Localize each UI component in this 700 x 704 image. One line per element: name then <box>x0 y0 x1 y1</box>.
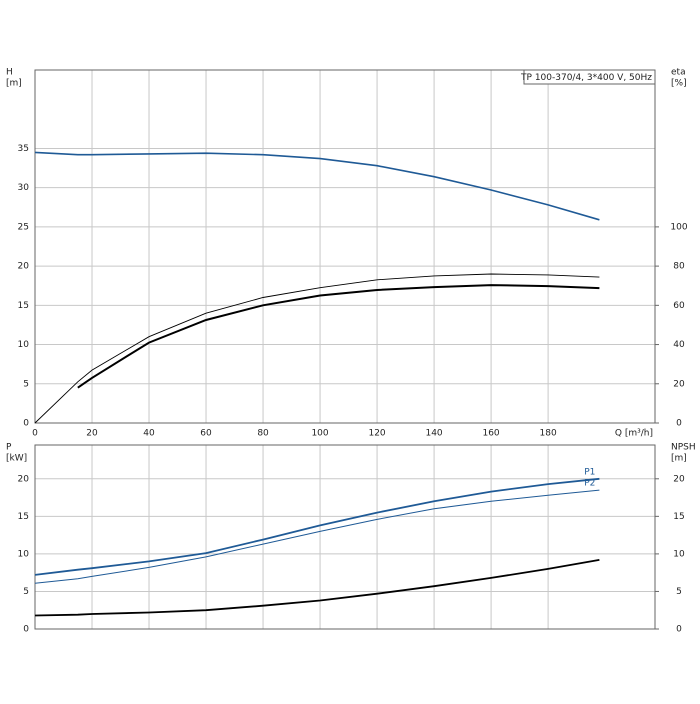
y2-tick-label: 5 <box>676 587 682 597</box>
x-axis-label: Q [m³/h] <box>615 429 653 439</box>
x-tick-label: 180 <box>540 429 557 439</box>
series-line <box>34 273 600 424</box>
plot-frame <box>34 69 656 424</box>
y2-tick-label: 0 <box>676 625 682 635</box>
series-line <box>77 284 600 389</box>
y2-tick-label: 40 <box>673 340 685 350</box>
x-tick-label: 0 <box>32 429 38 439</box>
x-tick-label: 20 <box>86 429 98 439</box>
y-tick-label: 15 <box>18 512 29 522</box>
x-tick-label: 80 <box>257 429 269 439</box>
y-tick-label: 25 <box>18 222 29 232</box>
y-tick-label: 5 <box>23 379 29 389</box>
x-tick-label: 120 <box>368 429 385 439</box>
annotation: TP 100-370/4, 3*400 V, 50Hz <box>520 73 652 83</box>
y-tick-label: 5 <box>23 587 29 597</box>
y2-axis-label: NPSH <box>671 443 696 453</box>
series-line <box>34 151 600 221</box>
y-axis-label: [kW] <box>6 454 27 464</box>
y-tick-label: 15 <box>18 301 29 311</box>
y2-tick-label: 100 <box>670 222 687 232</box>
x-tick-label: 140 <box>425 429 442 439</box>
y-tick-label: 10 <box>18 549 30 559</box>
annotation-box <box>523 69 656 85</box>
y-tick-label: 35 <box>18 144 29 154</box>
y2-axis-label: [%] <box>671 79 687 89</box>
y2-tick-label: 20 <box>673 474 685 484</box>
y-tick-label: 20 <box>18 262 30 272</box>
y-tick-label: 10 <box>18 340 30 350</box>
series-line <box>34 559 600 617</box>
y-tick-label: 20 <box>18 474 30 484</box>
y2-tick-label: 60 <box>673 301 685 311</box>
y2-axis-label: eta <box>671 68 686 78</box>
y2-tick-label: 0 <box>676 419 682 429</box>
y2-tick-label: 20 <box>673 379 685 389</box>
x-tick-label: 100 <box>311 429 328 439</box>
series-label: P1 <box>584 467 595 477</box>
y-axis-label: [m] <box>6 79 22 89</box>
x-tick-label: 40 <box>143 429 155 439</box>
y-tick-label: 0 <box>23 625 29 635</box>
series-line <box>34 477 600 576</box>
y-tick-label: 0 <box>23 419 29 429</box>
plot-frame <box>34 444 656 630</box>
series-label: P2 <box>584 479 595 489</box>
x-tick-label: 160 <box>482 429 499 439</box>
y2-tick-label: 15 <box>673 512 684 522</box>
y2-tick-label: 10 <box>673 549 685 559</box>
series-line <box>34 489 600 584</box>
x-tick-label: 60 <box>200 429 212 439</box>
y-axis-label: P <box>6 443 12 453</box>
y-tick-label: 30 <box>18 183 30 193</box>
y2-tick-label: 80 <box>673 262 685 272</box>
y2-axis-label: [m] <box>671 454 687 464</box>
y-axis-label: H <box>6 68 13 78</box>
